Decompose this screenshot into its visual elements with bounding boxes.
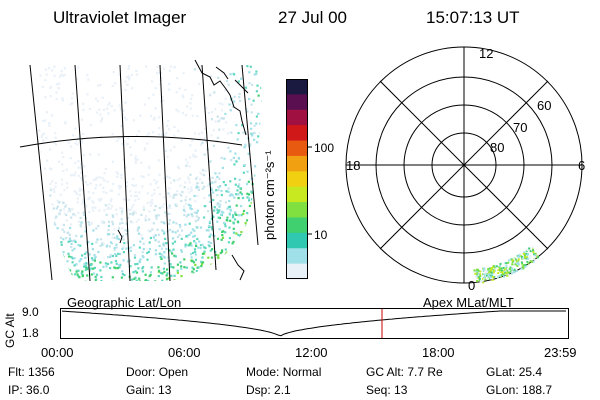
y-tick-max: 9.0: [22, 305, 39, 319]
time-tick-1200: 12:00: [295, 345, 328, 360]
lat-label-60: 60: [537, 98, 552, 113]
info-door: Door: Open: [126, 365, 189, 379]
polar-mlt-plot: [345, 46, 583, 284]
gc-alt-axis-label: GC Alt: [3, 313, 17, 348]
geographic-image-panel: [19, 59, 262, 282]
info-mode: Mode: Normal: [246, 365, 322, 379]
info-ip: IP: 36.0: [8, 383, 50, 397]
mlt-label-18: 18: [346, 158, 361, 173]
mlt-label-12: 12: [479, 46, 494, 61]
polar-aurora-emission: [473, 246, 540, 284]
instrument-title: Ultraviolet Imager: [53, 8, 187, 27]
aurora-emission-image: [35, 65, 262, 281]
info-gc-alt: GC Alt: 7.7 Re: [366, 365, 443, 379]
info-flt: Flt: 1356: [8, 365, 55, 379]
colorbar-tick-100: 100: [314, 141, 335, 155]
geographic-label: Geographic Lat/Lon: [67, 295, 182, 310]
lat-label-80: 80: [490, 140, 505, 155]
info-dsp: Dsp: 2.1: [246, 383, 291, 397]
info-glat: GLat: 25.4: [486, 365, 543, 379]
time-tick-1800: 18:00: [422, 345, 455, 360]
time-tick-2359: 23:59: [544, 345, 577, 360]
colorbar-unit-label: photon cm⁻²s⁻¹: [262, 150, 277, 240]
apex-label: Apex MLat/MLT: [423, 295, 514, 310]
lat-label-70: 70: [513, 120, 528, 135]
observation-time: 15:07:13 UT: [426, 8, 520, 27]
colorbar: [286, 79, 312, 280]
mlt-label-6: 6: [578, 158, 586, 173]
time-tick-0000: 00:00: [41, 345, 74, 360]
orbit-altitude-timeline: [60, 308, 569, 339]
coastline-outline: [117, 59, 249, 281]
colorbar-tick-10: 10: [314, 228, 328, 242]
geographic-grid: [19, 64, 259, 282]
mlt-label-0: 0: [468, 278, 476, 293]
y-tick-min: 1.8: [22, 326, 39, 340]
info-seq: Seq: 13: [366, 383, 408, 397]
info-glon: GLon: 188.7: [486, 383, 553, 397]
time-tick-0600: 06:00: [168, 345, 201, 360]
info-gain: Gain: 13: [126, 383, 172, 397]
observation-date: 27 Jul 00: [278, 8, 347, 27]
